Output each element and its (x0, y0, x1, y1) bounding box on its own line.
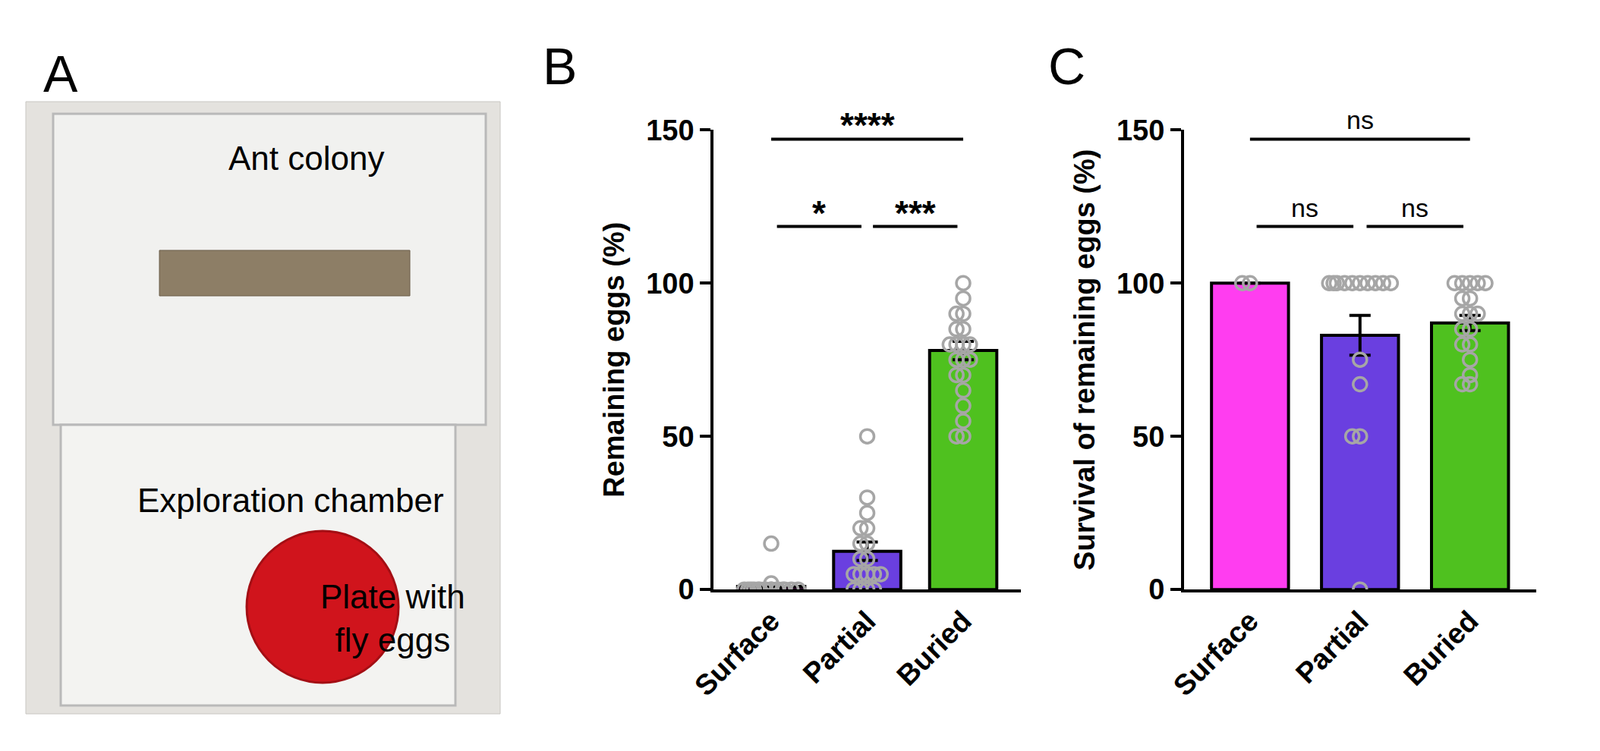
svg-text:Buried: Buried (890, 604, 978, 693)
svg-text:Ant colony: Ant colony (228, 139, 385, 177)
svg-text:C: C (1048, 37, 1086, 95)
svg-text:150: 150 (1116, 114, 1165, 147)
svg-text:Survival of remaining eggs (%): Survival of remaining eggs (%) (1068, 149, 1101, 571)
svg-text:*: * (812, 193, 826, 234)
svg-text:Surface: Surface (688, 604, 786, 703)
svg-text:100: 100 (645, 267, 694, 300)
svg-text:ns: ns (1291, 193, 1319, 223)
svg-text:Exploration chamber: Exploration chamber (137, 481, 445, 520)
svg-text:ns: ns (1346, 105, 1374, 135)
svg-text:***: *** (894, 193, 936, 234)
svg-text:50: 50 (1132, 420, 1165, 453)
svg-text:0: 0 (1148, 573, 1165, 606)
svg-text:Surface: Surface (1167, 604, 1265, 703)
svg-text:150: 150 (645, 114, 694, 147)
svg-text:100: 100 (1116, 267, 1165, 300)
svg-text:50: 50 (661, 420, 694, 453)
svg-text:0: 0 (677, 573, 694, 606)
svg-text:Buried: Buried (1397, 604, 1485, 693)
svg-text:Partial: Partial (1289, 604, 1375, 690)
svg-text:Remaining eggs (%): Remaining eggs (%) (598, 222, 630, 498)
svg-text:A: A (43, 44, 79, 103)
svg-text:B: B (542, 37, 577, 95)
svg-text:****: **** (840, 105, 895, 145)
svg-text:Partial: Partial (796, 604, 882, 690)
svg-text:ns: ns (1401, 193, 1429, 223)
svg-text:Plate withfly eggs: Plate withfly eggs (320, 578, 466, 659)
